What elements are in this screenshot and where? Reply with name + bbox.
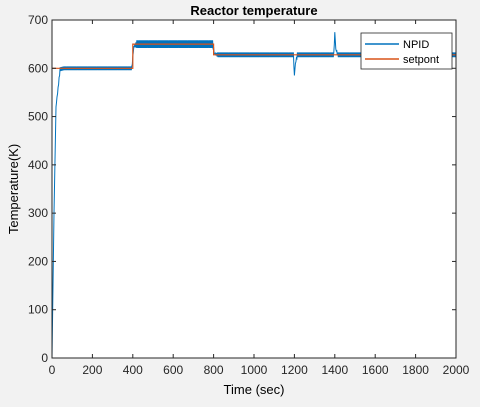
x-tick-label: 600 — [163, 363, 183, 377]
y-tick-label: 300 — [28, 206, 48, 220]
x-tick-label: 2000 — [443, 363, 470, 377]
plot-area — [52, 20, 456, 358]
x-tick-label: 1200 — [281, 363, 308, 377]
y-tick-label: 100 — [28, 303, 48, 317]
x-tick-label: 1400 — [321, 363, 348, 377]
x-tick-label: 1000 — [241, 363, 268, 377]
x-tick-label: 0 — [49, 363, 56, 377]
y-tick-label: 700 — [28, 13, 48, 27]
y-tick-label: 400 — [28, 158, 48, 172]
y-tick-label: 0 — [41, 351, 48, 365]
x-tick-label: 200 — [82, 363, 102, 377]
y-tick-label: 200 — [28, 254, 48, 268]
legend-box — [360, 32, 453, 70]
legend-label-npid: NPID — [403, 39, 429, 51]
y-tick-label: 600 — [28, 61, 48, 75]
x-tick-label: 800 — [204, 363, 224, 377]
x-tick-label: 1600 — [362, 363, 389, 377]
legend-label-setpont: setpont — [403, 54, 439, 66]
ticks-layer: 0 200 400 600 800 1000 1200 1400 1600 1800 2000 0 10… — [28, 13, 470, 377]
y-axis-label: Temperature(K) — [6, 144, 21, 234]
x-tick-label: 1800 — [402, 363, 429, 377]
legend: NPID setpont — [360, 32, 453, 70]
y-tick-label: 500 — [28, 110, 48, 124]
x-axis-label: Time (sec) — [224, 382, 285, 397]
x-tick-label: 400 — [123, 363, 143, 377]
chart-title: Reactor temperature — [190, 3, 317, 18]
series-line-setpont — [52, 43, 456, 69]
